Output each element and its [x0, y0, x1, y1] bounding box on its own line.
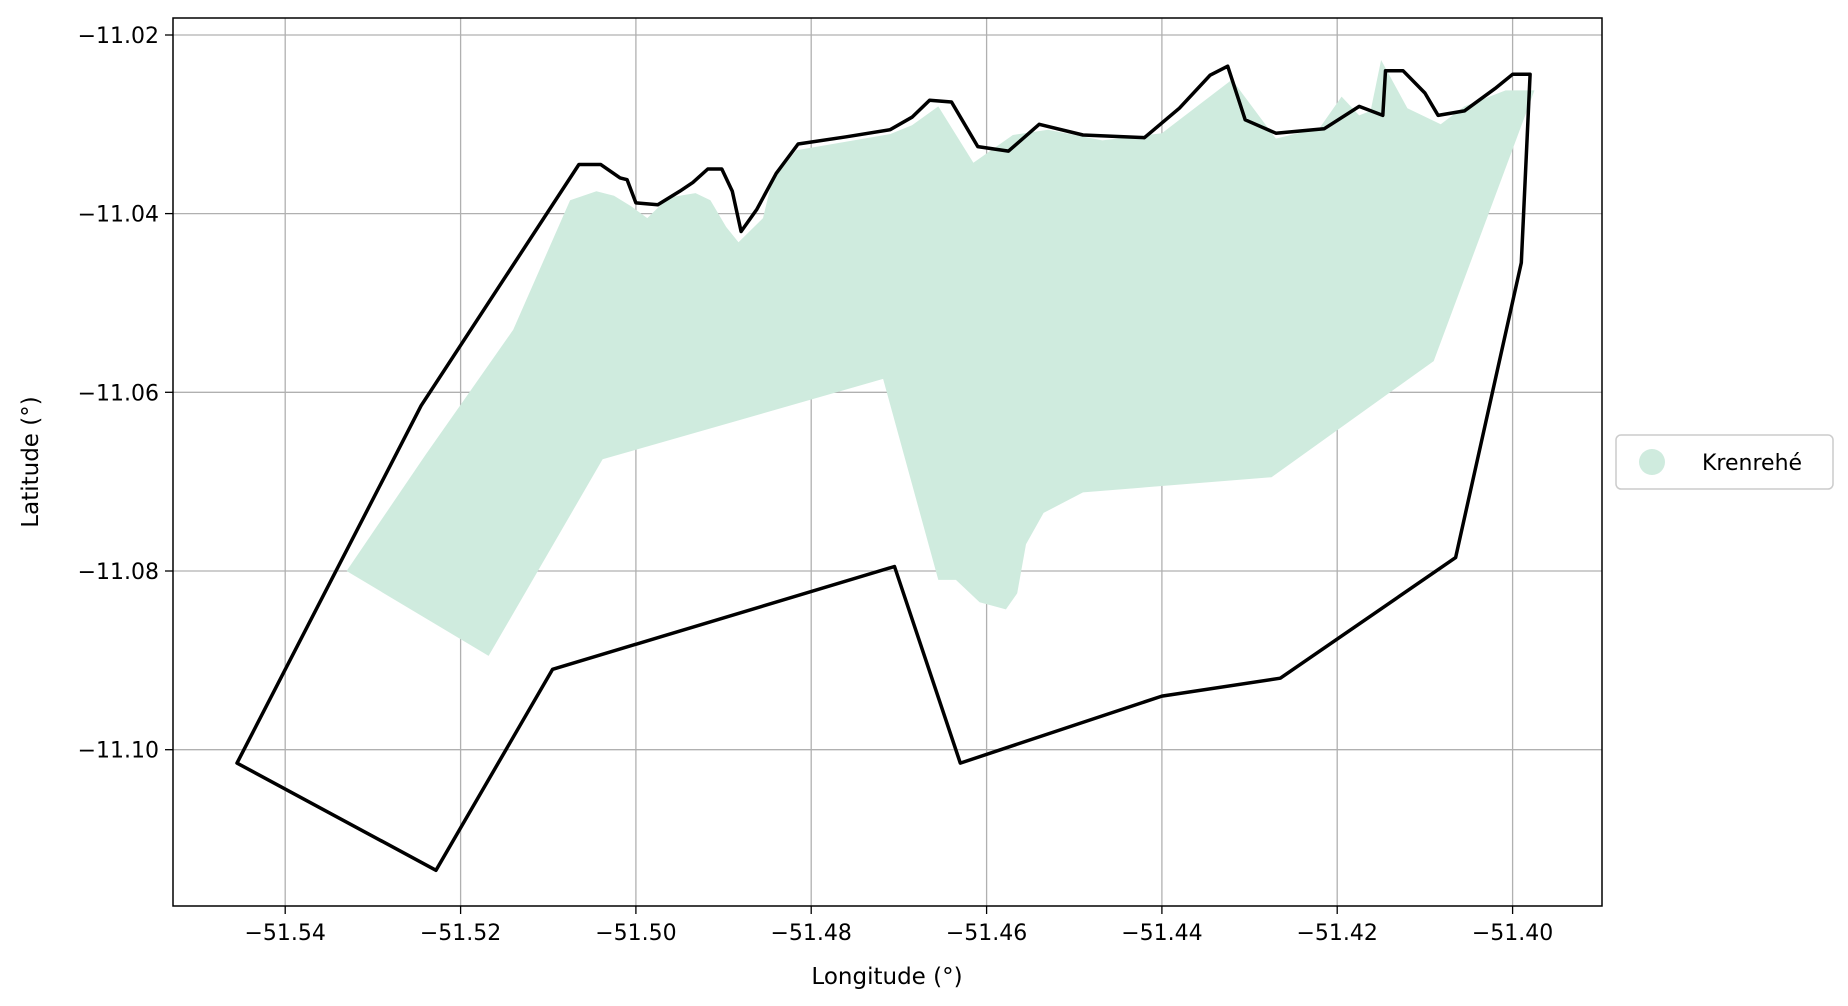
- legend: Krenrehé: [1615, 434, 1834, 490]
- legend-swatch: [1639, 449, 1665, 475]
- krenrehe-area: [346, 60, 1535, 656]
- y-axis-label: Latitude (°): [18, 396, 44, 527]
- boundary-outline: [235, 64, 1532, 873]
- y-tick-label: −11.06: [78, 381, 159, 406]
- x-tick-label: −51.40: [1472, 921, 1553, 946]
- y-tick-label: −11.04: [78, 203, 159, 228]
- plot-frame: [172, 17, 1603, 907]
- y-tick-label: −11.02: [78, 24, 159, 49]
- y-tick-label: −11.08: [78, 560, 159, 585]
- legend-frame: [1615, 434, 1834, 490]
- y-axis: −11.02 −11.04 −11.06 −11.08 −11.10: [78, 24, 173, 764]
- legend-label: Krenrehé: [1702, 451, 1802, 476]
- x-tick-label: −51.46: [946, 921, 1027, 946]
- x-axis: −51.54 −51.52 −51.50 −51.48 −51.46 −51.44 −51.…: [244, 906, 1553, 946]
- x-tick-label: −51.42: [1296, 921, 1377, 946]
- x-tick-label: −51.50: [595, 921, 676, 946]
- x-tick-label: −51.44: [1121, 921, 1202, 946]
- x-axis-label: Longitude (°): [811, 964, 962, 990]
- x-tick-label: −51.52: [420, 921, 501, 946]
- x-tick-label: −51.48: [770, 921, 851, 946]
- y-tick-label: −11.10: [78, 739, 159, 764]
- x-tick-label: −51.54: [244, 921, 325, 946]
